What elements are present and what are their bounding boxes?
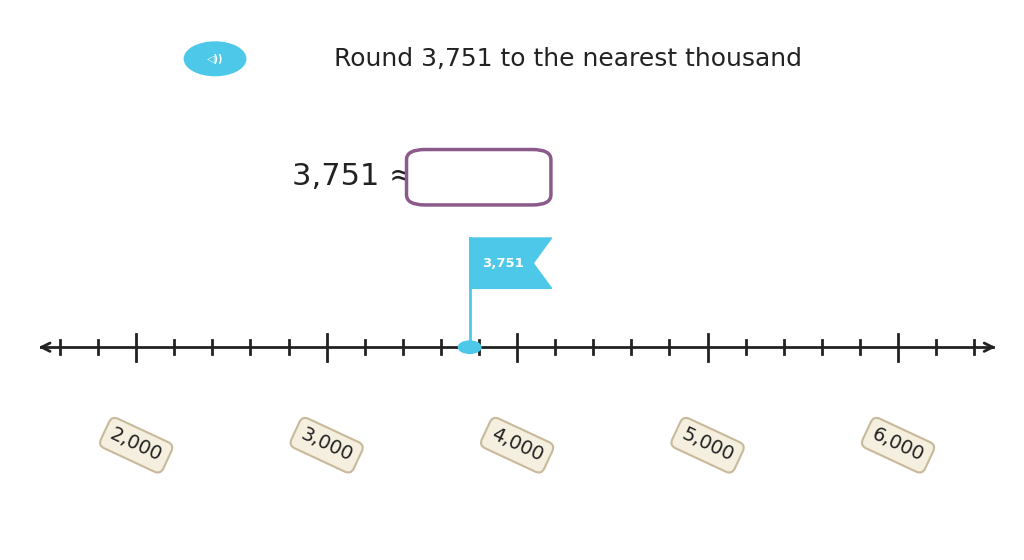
FancyBboxPatch shape bbox=[407, 150, 551, 205]
Text: 2,000: 2,000 bbox=[108, 425, 165, 465]
Text: 3,000: 3,000 bbox=[298, 425, 355, 465]
Circle shape bbox=[184, 42, 246, 76]
Text: Round 3,751 to the nearest thousand: Round 3,751 to the nearest thousand bbox=[334, 47, 803, 71]
Text: 3,751: 3,751 bbox=[481, 256, 523, 270]
Polygon shape bbox=[470, 238, 552, 288]
Text: 6,000: 6,000 bbox=[869, 425, 927, 465]
Text: 4,000: 4,000 bbox=[488, 425, 546, 465]
Circle shape bbox=[459, 341, 481, 353]
Text: ◁)): ◁)) bbox=[207, 54, 223, 64]
Text: 5,000: 5,000 bbox=[679, 425, 736, 465]
Text: 3,751 ≈: 3,751 ≈ bbox=[292, 162, 415, 191]
